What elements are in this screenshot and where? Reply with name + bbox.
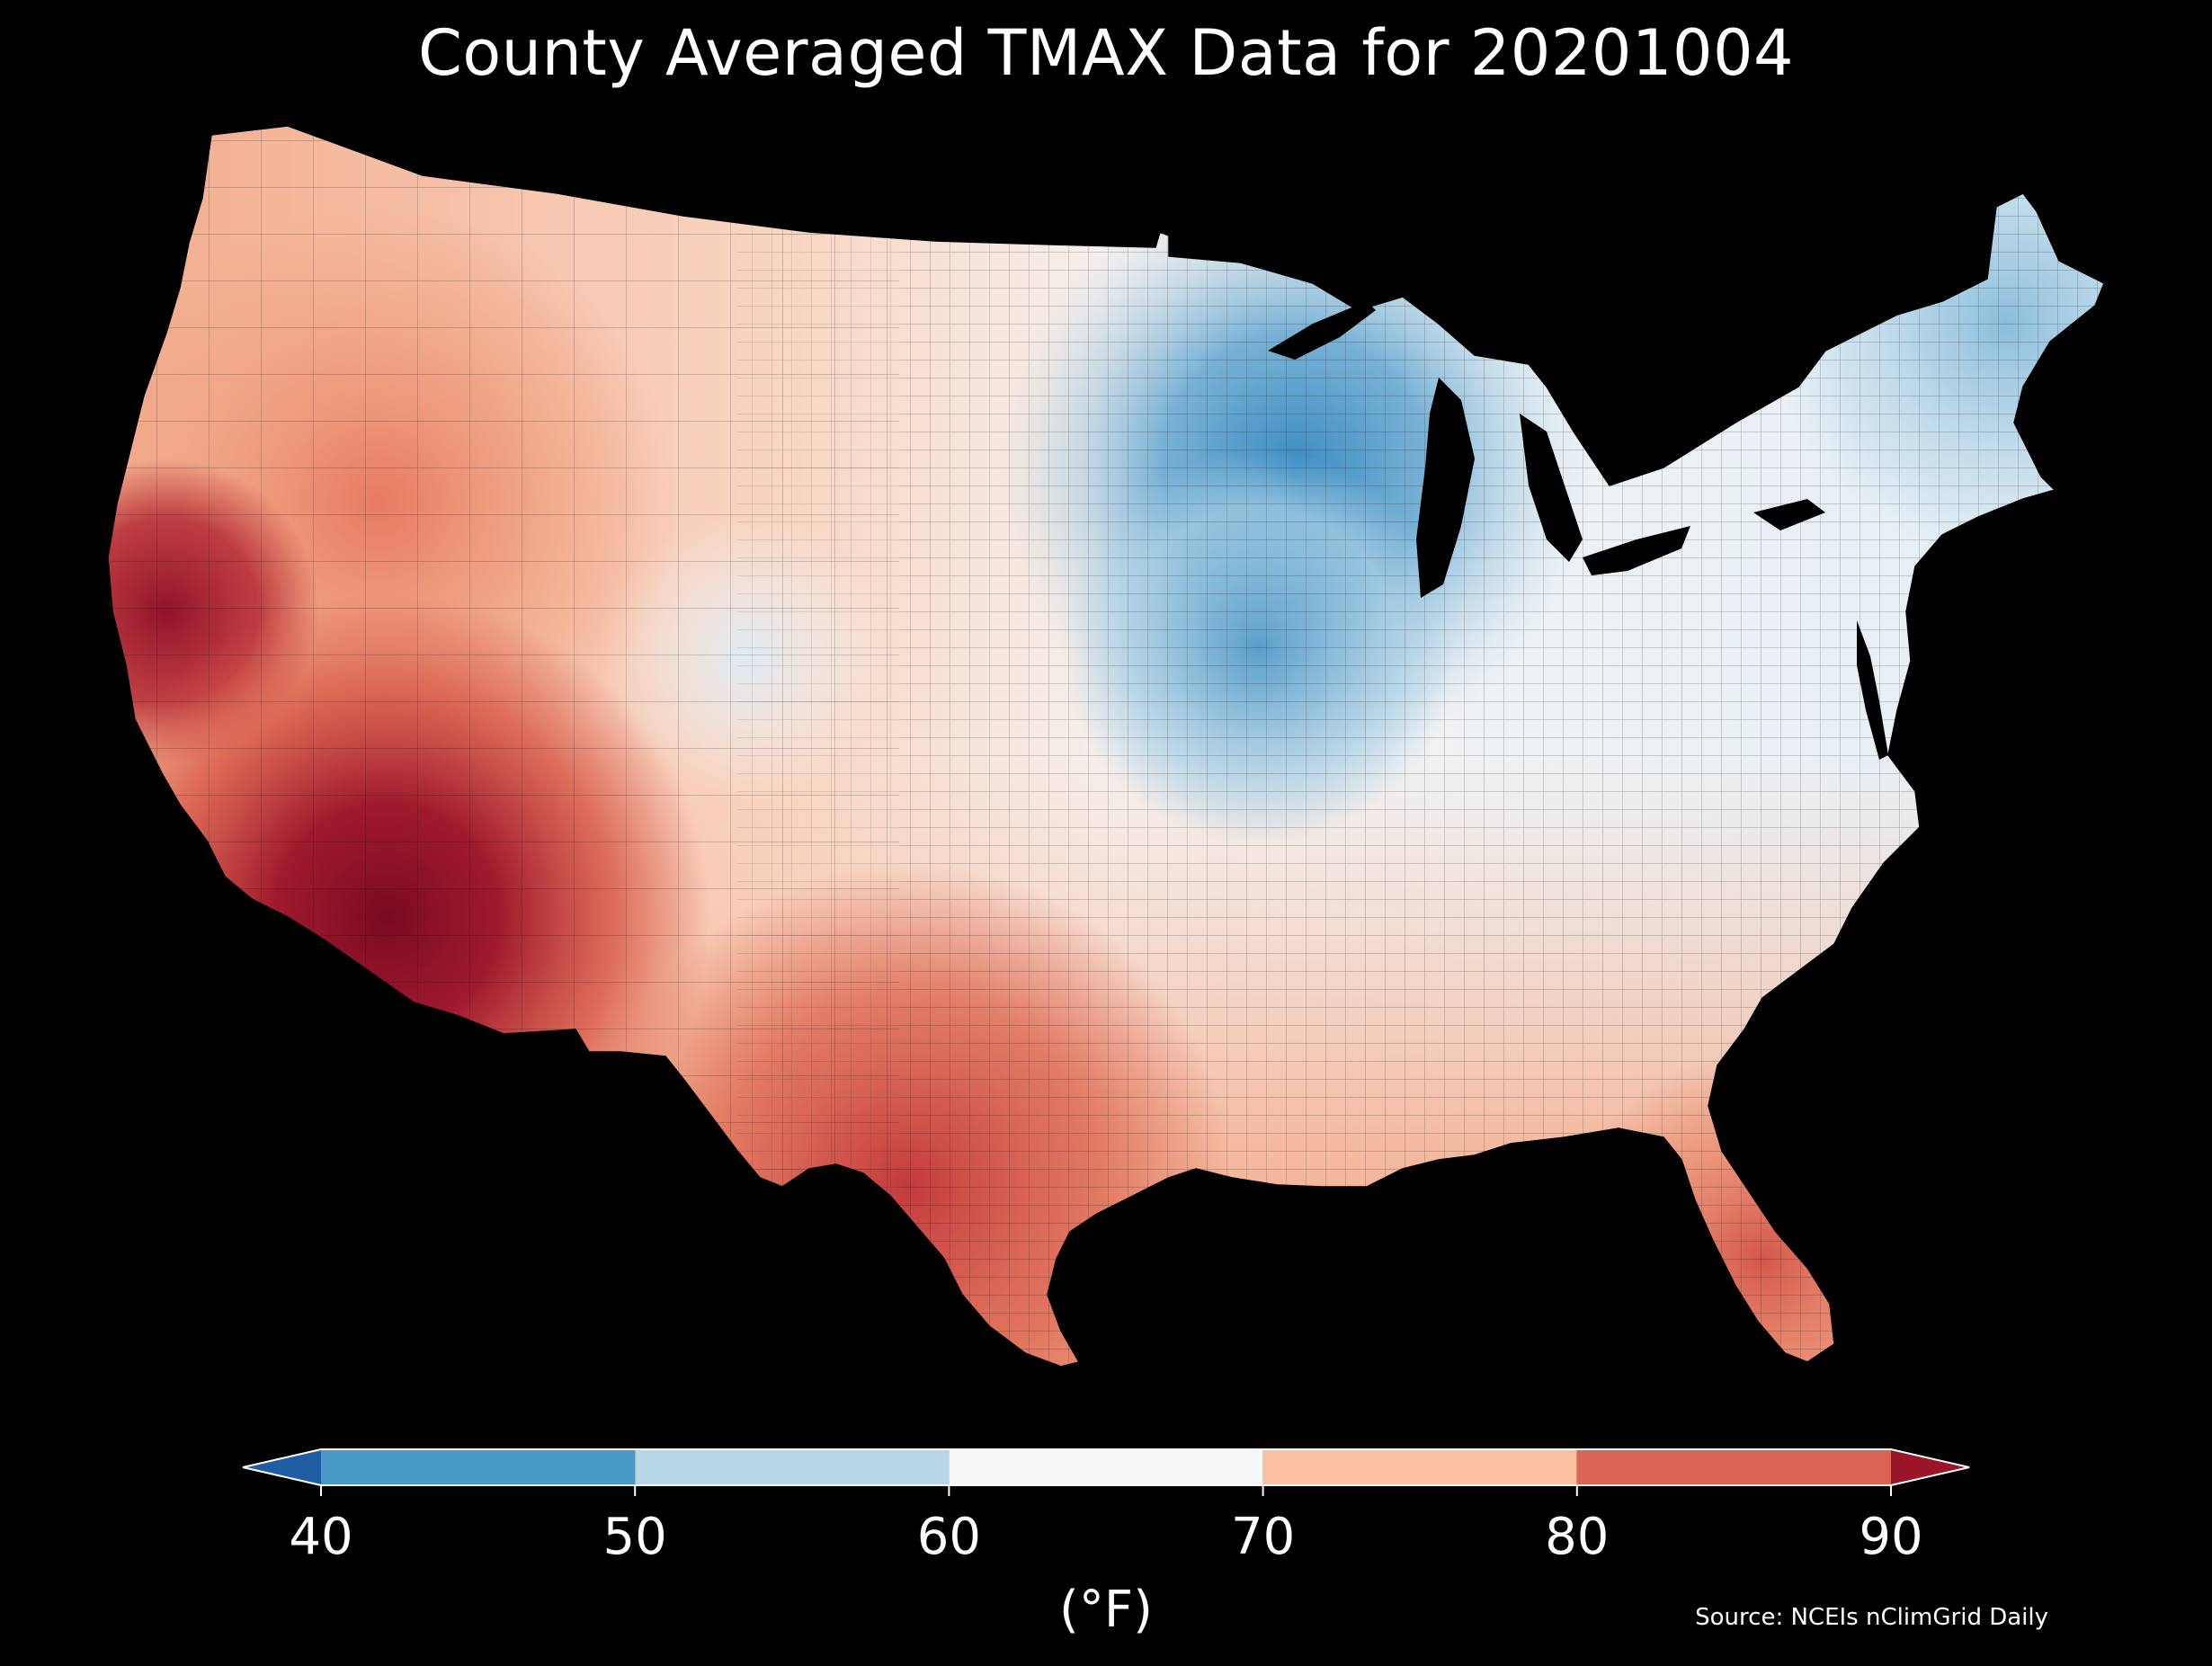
colorbar-bin-2 xyxy=(949,1449,1263,1485)
colorbar-tick-label: 70 xyxy=(1230,1508,1296,1566)
map-title: County Averaged TMAX Data for 20201004 xyxy=(417,16,1795,90)
colorbar-tick-label: 80 xyxy=(1545,1508,1610,1566)
colorbar-tick-label: 60 xyxy=(916,1508,982,1566)
colorbar-bin-3 xyxy=(1262,1449,1577,1485)
source-credit: Source: NCEIs nClimGrid Daily xyxy=(1695,1604,2048,1631)
colorbar-units-label: (°F) xyxy=(1059,1581,1153,1639)
colorbar-tick-label: 40 xyxy=(289,1508,353,1566)
contiguous-us-choropleth xyxy=(108,126,2104,1367)
colorbar-tick-label: 90 xyxy=(1859,1508,1923,1566)
colorbar xyxy=(242,1448,1970,1496)
colorbar-bin-4 xyxy=(1576,1449,1891,1485)
colorbar-bin-0 xyxy=(321,1449,636,1485)
great-lakes xyxy=(1268,301,1825,598)
chesapeake-bay xyxy=(1857,620,1888,760)
colorbar-under-arrow xyxy=(243,1449,321,1485)
colorbar-over-arrow xyxy=(1891,1449,1969,1485)
colorbar-bin-1 xyxy=(635,1449,950,1485)
colorbar-tick-label: 50 xyxy=(602,1508,667,1566)
